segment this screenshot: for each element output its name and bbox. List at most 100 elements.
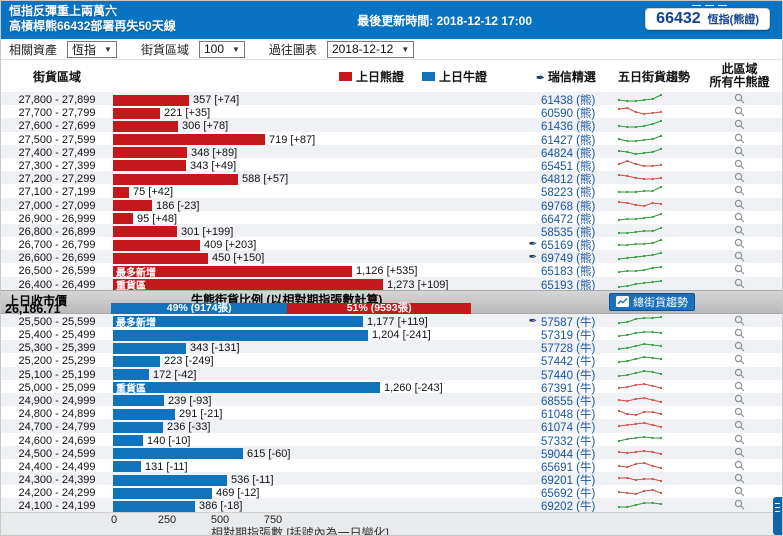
view-zone-warrants-button[interactable] [734,447,745,458]
filter-dropdown-1[interactable]: 100 ▼ [198,40,245,58]
code-cell: 61074 (牛) [537,419,611,435]
code-cell: 69768 (熊) [537,198,611,214]
view-zone-warrants-button[interactable] [734,185,745,196]
warrant-code-link[interactable]: 67391 (牛) [541,382,596,395]
view-zone-warrants-button[interactable] [734,106,745,117]
axis-tick: 750 [263,513,283,526]
price-range-label: 27,500 - 27,599 [18,133,96,146]
warrant-code-link[interactable]: 64812 (熊) [541,174,596,187]
warrant-code-link[interactable]: 61438 (熊) [541,95,596,107]
bull-bear-ratio-bar: 49% (9174張) 51% (9593張) [111,302,471,314]
warrant-code-link[interactable]: 61427 (熊) [541,134,596,147]
warrant-code-link[interactable]: 64824 (熊) [541,147,596,160]
filter-dropdown-0[interactable]: 恆指 ▼ [67,40,117,58]
total-street-trend-button[interactable]: 總街貨趨勢 [609,292,695,311]
trend-cell [611,393,697,409]
code-cell: 65451 (熊) [537,158,611,174]
bear-bar [113,160,186,172]
warrant-code-link[interactable]: 58535 (熊) [541,226,596,239]
bull-bar: 最多新增 [113,316,363,329]
magnifier-icon [734,315,745,326]
price-range-label: 26,900 - 26,999 [18,212,96,225]
zone-warrants-cell [697,199,782,213]
warrant-code-link[interactable]: 60590 (熊) [541,108,596,121]
warrant-code-link[interactable]: 69749 (熊) [541,253,596,266]
zone-warrants-cell [697,225,782,239]
warrant-code-link[interactable]: 57442 (牛) [541,356,596,369]
code-cell: 64812 (熊) [537,171,611,187]
magnifier-icon [734,421,745,431]
view-zone-warrants-button[interactable] [734,199,745,210]
floating-side-tab[interactable] [773,497,782,535]
view-zone-warrants-button[interactable] [734,368,745,379]
view-zone-warrants-button[interactable] [734,354,745,365]
view-zone-warrants-button[interactable] [734,146,745,157]
warrant-code-link[interactable]: 65451 (熊) [541,160,596,173]
view-zone-warrants-button[interactable] [734,251,745,262]
view-zone-warrants-button[interactable] [734,499,745,510]
featured-warrant-badge[interactable]: 66432 恆指(熊證) [645,8,770,30]
warrant-code-link[interactable]: 65193 (熊) [541,279,596,292]
bar-tag: 重貨區 [116,281,146,293]
view-zone-warrants-button[interactable] [734,133,745,144]
warrant-code-link[interactable]: 69768 (熊) [541,200,596,213]
view-zone-warrants-button[interactable] [734,394,745,405]
warrant-code-link[interactable]: 69202 (牛) [541,501,596,514]
view-zone-warrants-button[interactable] [734,341,745,352]
bar-cell: 343 [-131] [113,340,521,356]
price-range-label: 27,700 - 27,799 [18,107,96,120]
view-zone-warrants-button[interactable] [734,473,745,484]
code-cell: 61438 (熊) [537,92,611,108]
bar-value: 469 [-12] [216,487,260,500]
magnifier-icon [734,238,745,249]
warrant-code-link[interactable]: 65169 (熊) [541,240,596,253]
magnifier-icon [734,278,745,289]
price-range-label: 24,500 - 24,599 [18,447,96,460]
warrant-code-link[interactable]: 57587 (牛) [541,316,596,329]
warrant-code-link[interactable]: 65692 (牛) [541,488,596,501]
view-zone-warrants-button[interactable] [734,172,745,183]
magnifier-icon [734,252,745,262]
warrant-code-link[interactable]: 61074 (牛) [541,422,596,435]
warrant-code-link[interactable]: 65691 (牛) [541,461,596,474]
warrant-code-link[interactable]: 59044 (牛) [541,448,596,461]
view-zone-warrants-button[interactable] [734,93,745,104]
trend-cell [611,353,697,369]
warrant-code-link[interactable]: 57332 (牛) [541,435,596,448]
warrant-code-link[interactable]: 61048 (牛) [541,409,596,422]
view-zone-warrants-button[interactable] [734,159,745,170]
five-day-trend-sparkline [617,200,663,207]
filter-dropdown-2[interactable]: 2018-12-12 ▼ [326,40,415,58]
zone-warrants-cell [697,133,782,147]
five-day-trend-sparkline [617,174,663,181]
view-zone-warrants-button[interactable] [734,420,745,431]
zone-warrants-cell [697,341,782,355]
view-zone-warrants-button[interactable] [734,407,745,418]
warrant-code-link[interactable]: 65183 (熊) [541,266,596,279]
view-zone-warrants-button[interactable] [734,328,745,339]
warrant-code-link[interactable]: 57440 (牛) [541,369,596,382]
warrant-code-link[interactable]: 58223 (熊) [541,187,596,200]
magnifier-icon [734,487,745,497]
view-zone-warrants-button[interactable] [734,486,745,497]
view-zone-warrants-button[interactable] [734,264,745,275]
warrant-code-link[interactable]: 69201 (牛) [541,475,596,488]
magnifier-icon [734,225,745,236]
view-zone-warrants-button[interactable] [734,434,745,445]
view-zone-warrants-button[interactable] [734,212,745,223]
view-zone-warrants-button[interactable] [734,225,745,236]
bar-cell: 306 [+78] [113,118,521,134]
view-zone-warrants-button[interactable] [734,460,745,471]
view-zone-warrants-button[interactable] [734,119,745,130]
view-zone-warrants-button[interactable] [734,278,745,289]
view-zone-warrants-button[interactable] [734,381,745,392]
warrant-code-link[interactable]: 66472 (熊) [541,213,596,226]
warrant-code-link[interactable]: 57319 (牛) [541,330,596,342]
warrant-code-link[interactable]: 61436 (熊) [541,121,596,134]
view-zone-warrants-button[interactable] [734,315,745,326]
warrant-code-link[interactable]: 57728 (牛) [541,343,596,356]
view-zone-warrants-button[interactable] [734,238,745,249]
warrant-code-link[interactable]: 68555 (牛) [541,395,596,408]
warrant-label: 恆指(熊證) [707,14,759,26]
zone-warrants-cell [697,315,782,329]
